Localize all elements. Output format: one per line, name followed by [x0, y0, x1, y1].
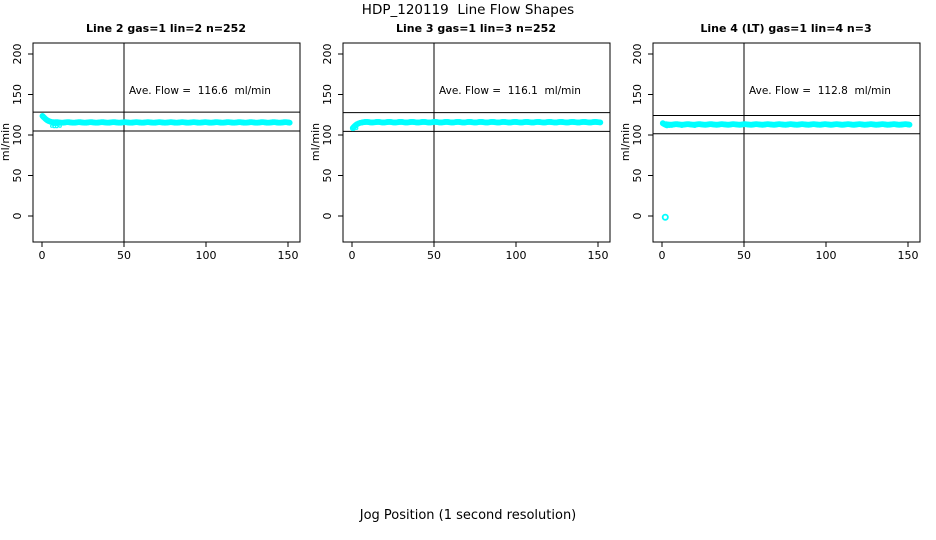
- panel-line4: 0 50 100 150 0 50 100 150 200 ml/min Line 4 (LT) …: [620, 0, 936, 270]
- data-point-small: [58, 124, 62, 128]
- y-tick-label: 200: [631, 44, 644, 65]
- x-tick-label: 100: [196, 249, 217, 262]
- y-tick-label: 150: [321, 84, 334, 105]
- x-tick-label: 150: [278, 249, 299, 262]
- x-tick-label: 100: [816, 249, 837, 262]
- data-point-small: [354, 126, 359, 130]
- panel-line3-plot: 0 50 100 150 0 50 100 150 200 ml/min: [310, 42, 611, 262]
- x-tick-label: 0: [659, 249, 666, 262]
- main-title: HDP_120119 Line Flow Shapes: [361, 2, 575, 18]
- panel-line3-ave-flow-annotation: Ave. Flow = 116.1 ml/min: [439, 85, 581, 97]
- x-tick-label: 150: [898, 249, 919, 262]
- y-tick-label: 0: [631, 213, 644, 220]
- y-tick-label: 50: [321, 169, 334, 183]
- data-point-small: [693, 124, 697, 128]
- y-tick-label: 50: [631, 169, 644, 183]
- y-tick-label: 100: [321, 125, 334, 146]
- panel-line2-plot: 0 50 100 150 0 50 100 150 200 ml/min: [0, 42, 301, 262]
- panel-line3: 0 50 100 150 0 50 100 150 200 ml/min Line 3 gas=1…: [310, 0, 640, 270]
- y-tick-label: 200: [11, 44, 24, 65]
- data-point: [906, 121, 913, 128]
- y-tick-label: 50: [11, 169, 24, 183]
- y-axis-title: ml/min: [310, 123, 322, 161]
- y-tick-label: 100: [631, 125, 644, 146]
- plot-box: [32, 42, 301, 243]
- panel-line4-title: Line 4 (LT) gas=1 lin=4 n=3: [700, 22, 872, 35]
- y-tick-label: 200: [321, 44, 334, 65]
- x-tick-label: 50: [117, 249, 131, 262]
- plot-box: [342, 42, 611, 243]
- data-point-small: [54, 124, 59, 129]
- plot-box: [652, 42, 921, 243]
- x-tick-label: 100: [506, 249, 527, 262]
- panel-line4-ave-flow-annotation: Ave. Flow = 112.8 ml/min: [749, 85, 891, 97]
- y-axis-title: ml/min: [0, 123, 12, 161]
- data-point: [597, 119, 604, 126]
- x-tick-label: 50: [737, 249, 751, 262]
- panel-line3-title: Line 3 gas=1 lin=3 n=252: [395, 22, 556, 35]
- x-tick-label: 50: [427, 249, 441, 262]
- y-tick-label: 150: [11, 84, 24, 105]
- x-axis-label: Jog Position (1 second resolution): [359, 508, 577, 523]
- panel-line2: 0 50 100 150 0 50 100 150 200 ml/min Line 2 gas=1…: [0, 0, 330, 270]
- outlier-data-point: [661, 213, 669, 221]
- data-point-small: [670, 124, 674, 128]
- x-tick-label: 0: [39, 249, 46, 262]
- y-axis-title: ml/min: [620, 123, 632, 161]
- y-tick-label: 0: [11, 213, 24, 220]
- panel-line2-ave-flow-annotation: Ave. Flow = 116.6 ml/min: [129, 85, 271, 97]
- data-point: [286, 119, 293, 126]
- panel-line2-title: Line 2 gas=1 lin=2 n=252: [85, 22, 246, 35]
- panel-line4-plot: 0 50 100 150 0 50 100 150 200 ml/min: [620, 42, 921, 262]
- y-tick-label: 150: [631, 84, 644, 105]
- y-tick-label: 100: [11, 125, 24, 146]
- x-tick-label: 0: [349, 249, 356, 262]
- x-tick-label: 150: [588, 249, 609, 262]
- data-point-small: [679, 124, 684, 129]
- y-tick-label: 0: [321, 213, 334, 220]
